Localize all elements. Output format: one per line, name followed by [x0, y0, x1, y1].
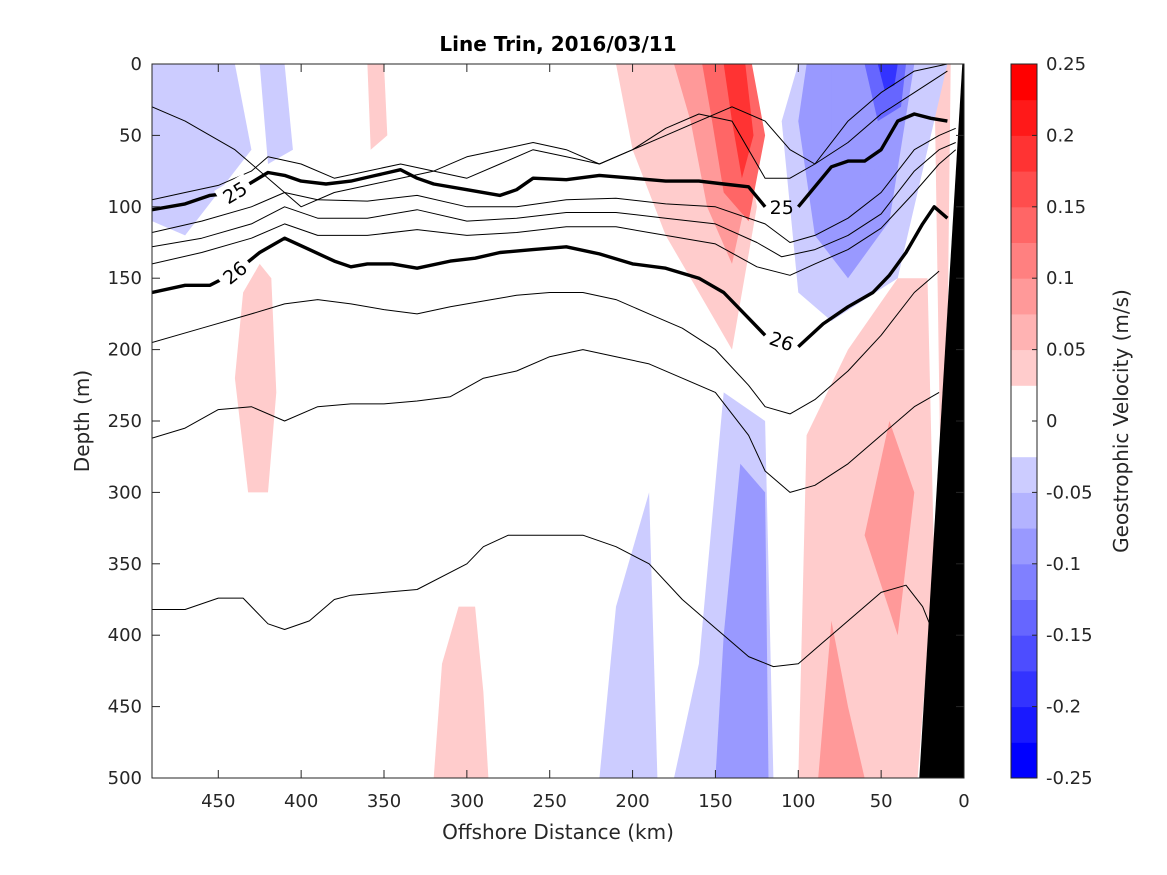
velocity-patch-19 [864, 64, 906, 122]
density-contour-1 [152, 70, 948, 201]
y-tick-label: 100 [108, 197, 142, 218]
x-tick-label: 350 [367, 791, 401, 812]
density-contour-6 [152, 149, 957, 276]
colorbar-segment [1011, 313, 1037, 351]
colorbar-segment [1011, 99, 1037, 136]
colorbar-tick-label: 0 [1046, 411, 1057, 432]
x-tick-label: 250 [533, 791, 567, 812]
colorbar-segment [1011, 385, 1037, 422]
colorbar-segment [1011, 135, 1037, 172]
y-tick-label: 300 [108, 482, 142, 503]
y-tick-label: 0 [131, 54, 142, 75]
contour-label-25: 25 [770, 197, 794, 219]
density-contour-9 [152, 270, 940, 415]
y-axis: 0 50 100 150 200 250 300 350 400 450 500 [108, 54, 964, 789]
colorbar-segment [1011, 635, 1037, 672]
colorbar-segment [1011, 64, 1037, 101]
y-tick-label: 400 [108, 625, 142, 646]
velocity-patch-6 [723, 64, 754, 179]
bathymetry-polygon [919, 64, 964, 778]
x-tick-label: 0 [958, 791, 969, 812]
y-tick-label: 200 [108, 340, 142, 361]
contour-label-gap [214, 252, 256, 293]
x-tick-label: 150 [698, 791, 732, 812]
velocity-patch-15 [715, 463, 769, 778]
velocity-patch-1 [234, 263, 277, 493]
y-tick-label: 50 [119, 125, 142, 146]
colorbar-segment [1011, 421, 1037, 458]
density-contour-8 [797, 205, 949, 348]
velocity-patch-20 [877, 64, 898, 90]
density-contour-3 [796, 112, 948, 208]
density-contours [152, 64, 957, 668]
colorbar-segment [1011, 206, 1037, 243]
colorbar: 0.25 0.2 0.15 0.1 0.05 0 -0.05 -0.1 -0.15 -0.2 -0.… [1010, 54, 1093, 789]
colorbar-segment [1011, 171, 1037, 208]
colorbar-tick-label: 0.25 [1046, 54, 1086, 75]
density-contour-7 [152, 236, 767, 337]
x-tick-label: 50 [870, 791, 893, 812]
y-tick-label: 500 [108, 768, 142, 789]
y-axis-label: Depth (m) [70, 370, 94, 472]
chart-title: Line Trin, 2016/03/11 [439, 32, 676, 56]
velocity-patch-11 [152, 64, 252, 236]
y-tick-label: 350 [108, 554, 142, 575]
colorbar-tick-label: 0.15 [1046, 197, 1086, 218]
bathymetry [919, 64, 964, 778]
colorbar-tick-label: -0.1 [1046, 554, 1081, 575]
velocity-patch-9 [864, 421, 915, 636]
colorbar-segment [1011, 563, 1037, 600]
y-tick-label: 250 [108, 411, 142, 432]
colorbar-tick-label: 0.2 [1046, 125, 1075, 146]
colorbar-segment [1011, 528, 1037, 565]
colorbar-tick-label: -0.2 [1046, 697, 1081, 718]
colorbar-tick-label: -0.05 [1046, 482, 1093, 503]
colorbar-segment [1011, 742, 1037, 779]
y-tick-label: 150 [108, 268, 142, 289]
colorbar-tick-label: 0.1 [1046, 268, 1075, 289]
colorbar-segment [1011, 349, 1037, 386]
colorbar-segment [1011, 492, 1037, 529]
x-axis: 450 400 350 300 250 200 150 100 50 0 [201, 64, 970, 812]
y-tick-label: 450 [108, 697, 142, 718]
colorbar-tick-label: -0.25 [1046, 768, 1093, 789]
colorbar-segment [1011, 242, 1037, 279]
x-tick-label: 400 [284, 791, 318, 812]
colorbar-tick-label: -0.15 [1046, 625, 1093, 646]
velocity-patches [152, 64, 951, 778]
velocity-patch-17 [259, 64, 293, 164]
colorbar-segment [1011, 456, 1037, 493]
x-tick-label: 100 [781, 791, 815, 812]
colorbar-tick-label: 0.05 [1046, 340, 1086, 361]
density-contour-5 [152, 142, 956, 258]
x-tick-label: 300 [450, 791, 484, 812]
x-tick-label: 450 [201, 791, 235, 812]
x-tick-label: 200 [615, 791, 649, 812]
velocity-patch-12 [599, 492, 658, 778]
velocity-patch-10 [934, 64, 951, 493]
colorbar-segment [1011, 599, 1037, 636]
velocity-patch-0 [433, 606, 489, 778]
velocity-patch-8 [818, 620, 865, 778]
x-axis-label: Offshore Distance (km) [442, 820, 674, 844]
density-contour-11 [152, 534, 935, 668]
density-contour-2 [152, 168, 767, 212]
colorbar-segment [1011, 278, 1037, 315]
colorbar-segment [1011, 670, 1037, 708]
contour-label-gap [214, 173, 256, 212]
density-contour-10 [152, 349, 940, 493]
density-contour-4 [152, 127, 956, 243]
colorbar-segment [1011, 706, 1037, 743]
colorbar-label: Geostrophic Velocity (m/s) [1109, 289, 1133, 553]
velocity-patch-2 [367, 64, 388, 150]
